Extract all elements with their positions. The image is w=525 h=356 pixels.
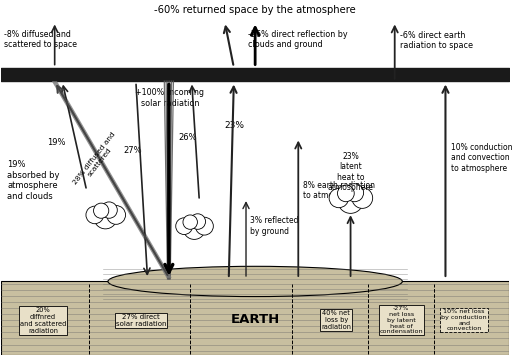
Text: -26% direct reflection by
clouds and ground: -26% direct reflection by clouds and gro… (247, 30, 347, 49)
Text: 10% net loss
by conduction
and
convection: 10% net loss by conduction and convectio… (442, 309, 487, 331)
Circle shape (338, 185, 354, 202)
Circle shape (94, 206, 117, 229)
Circle shape (345, 184, 364, 202)
Circle shape (93, 203, 109, 218)
Circle shape (86, 206, 103, 224)
Ellipse shape (108, 266, 402, 297)
Text: 26%: 26% (178, 133, 197, 142)
Text: 3% reflected
by ground: 3% reflected by ground (250, 216, 299, 236)
Text: 20%
diffnred
and scattered
radiation: 20% diffnred and scattered radiation (20, 307, 66, 334)
Text: -8% diffused and
scattered to space: -8% diffused and scattered to space (4, 30, 77, 49)
Text: 23%
latent
heat to
atmosphere: 23% latent heat to atmosphere (328, 152, 374, 192)
Text: -60% returned space by the atmosphere: -60% returned space by the atmosphere (154, 5, 356, 15)
Circle shape (107, 205, 125, 224)
Circle shape (329, 188, 349, 208)
Text: 10% conduction
and convection
to atmosphere: 10% conduction and convection to atmosph… (450, 143, 512, 173)
Text: 27% direct
solar radiation: 27% direct solar radiation (116, 314, 166, 327)
Text: 28% diffused and
scattered: 28% diffused and scattered (72, 131, 122, 190)
Circle shape (101, 202, 117, 218)
Text: 19%
absorbed by
atmosphere
and clouds: 19% absorbed by atmosphere and clouds (7, 161, 60, 201)
Circle shape (190, 214, 205, 229)
Text: -27%
net loss
by latent
heat of
condensation: -27% net loss by latent heat of condensa… (380, 306, 423, 334)
Circle shape (183, 215, 197, 229)
Circle shape (195, 217, 213, 235)
Circle shape (338, 188, 363, 213)
FancyBboxPatch shape (2, 282, 509, 355)
Text: -6% direct earth
radiation to space: -6% direct earth radiation to space (400, 31, 473, 51)
Circle shape (352, 188, 373, 208)
Circle shape (176, 218, 193, 235)
Text: 27%: 27% (123, 146, 142, 155)
Text: 19%: 19% (47, 138, 66, 147)
Text: EARTH: EARTH (230, 313, 280, 326)
Text: 40% net
loss by
radiation: 40% net loss by radiation (321, 310, 351, 330)
Circle shape (183, 218, 205, 239)
Text: 23%: 23% (225, 121, 245, 130)
Text: 8% earth radiation
to atmosphere: 8% earth radiation to atmosphere (303, 181, 375, 200)
Text: +100% incoming
solar radiation: +100% incoming solar radiation (135, 88, 204, 108)
